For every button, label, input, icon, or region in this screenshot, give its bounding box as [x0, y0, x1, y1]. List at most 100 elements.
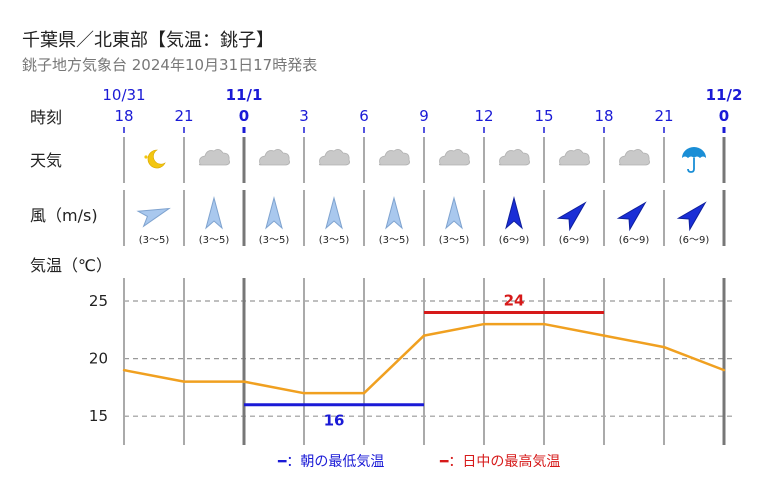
moon-icon-0 — [144, 149, 166, 169]
temperature-point-0 — [122, 368, 126, 372]
umbrella-canopy-9 — [682, 147, 706, 158]
hour-label-9: 21 — [654, 107, 673, 125]
wind-speed-label-9: (6〜9) — [679, 235, 710, 246]
hour-label-0: 18 — [114, 107, 133, 125]
weather-icons — [144, 147, 706, 173]
date-label-0: 10/31 — [102, 86, 145, 104]
hour-labels: 18 21 0 3 6 9 12 15 18 21 0 — [114, 107, 729, 133]
min-temp-label: 16 — [324, 412, 345, 430]
umbrella-handle-9 — [687, 158, 695, 173]
wind-arrow-shape-8 — [616, 201, 647, 232]
wind-arrows: (3〜5) (3〜5) (3〜5) (3〜5) (3〜5) (3〜5) (6〜9) (6〜9)… — [136, 196, 710, 246]
cloud-icon-3 — [318, 149, 350, 166]
cloud-shape-7 — [558, 149, 590, 166]
wind-arrow-4 — [385, 196, 403, 230]
row-label-wind: 風（m/s) — [30, 206, 98, 225]
temperature-point-5 — [422, 334, 426, 337]
y-tick-label-1: 20 — [89, 350, 108, 368]
temperature-point-7 — [542, 322, 546, 326]
star-0 — [144, 155, 148, 159]
hour-label-2: 0 — [239, 107, 249, 125]
cloud-icon-7 — [558, 149, 590, 166]
temperature-point-2 — [242, 380, 246, 383]
cloud-icon-8 — [618, 149, 650, 166]
cloud-shape-5 — [438, 149, 470, 166]
moon-shape-0 — [147, 149, 166, 169]
max-temp-label: 24 — [504, 292, 525, 310]
hour-label-10: 0 — [719, 107, 729, 125]
wind-arrow-5 — [445, 196, 463, 230]
wind-speed-label-1: (3〜5) — [199, 235, 230, 246]
wind-speed-label-5: (3〜5) — [439, 235, 470, 246]
cloud-icon-5 — [438, 149, 470, 166]
date-label-1: 11/1 — [226, 86, 263, 104]
row-label-weather: 天気 — [30, 151, 62, 170]
wind-arrow-shape-1 — [205, 196, 223, 230]
wind-speed-label-0: (3〜5) — [139, 235, 170, 246]
hour-label-1: 21 — [174, 107, 193, 125]
wind-arrow-0 — [136, 207, 171, 228]
wind-arrow-shape-0 — [136, 207, 171, 228]
cloud-shape-6 — [498, 149, 530, 166]
hour-label-8: 18 — [594, 107, 613, 125]
cloud-shape-2 — [258, 149, 290, 166]
date-labels: 10/31 11/1 11/2 — [102, 86, 742, 104]
wind-arrow-3 — [325, 196, 343, 230]
temperature-point-10 — [722, 368, 726, 372]
cloud-shape-4 — [378, 149, 410, 166]
wind-arrow-8 — [616, 201, 647, 232]
wind-arrow-shape-2 — [265, 196, 283, 230]
wind-speed-label-7: (6〜9) — [559, 235, 590, 246]
temperature-point-9 — [662, 345, 666, 349]
temp-grid — [123, 278, 736, 445]
hour-label-6: 12 — [474, 107, 493, 125]
y-tick-labels: 15 20 25 — [89, 292, 108, 425]
legend-max: ━：日中の最高気温 — [439, 453, 560, 470]
temperature-point-1 — [182, 380, 186, 383]
wind-speed-label-3: (3〜5) — [319, 235, 350, 246]
hour-label-5: 9 — [419, 107, 429, 125]
y-tick-label-0: 15 — [89, 407, 108, 425]
wind-arrow-shape-9 — [676, 201, 707, 232]
wind-speed-label-4: (3〜5) — [379, 235, 410, 246]
hour-label-4: 6 — [359, 107, 369, 125]
page-subtitle: 銚子地方気象台 2024年10月31日17時発表 — [22, 56, 318, 74]
wind-arrow-shape-4 — [385, 196, 403, 230]
row-separators — [123, 137, 726, 246]
wind-arrow-shape-3 — [325, 196, 343, 230]
wind-speed-label-8: (6〜9) — [619, 235, 650, 246]
wind-arrow-shape-6 — [505, 196, 523, 230]
cloud-icon-6 — [498, 149, 530, 166]
temperature-point-4 — [362, 391, 366, 395]
hour-label-3: 3 — [299, 107, 309, 125]
umbrella-icon-9 — [682, 147, 706, 173]
temperature-point-8 — [602, 334, 606, 337]
wind-arrow-shape-5 — [445, 196, 463, 230]
page-title: 千葉県／北東部【気温：銚子】 — [22, 30, 274, 51]
date-label-2: 11/2 — [706, 86, 743, 104]
temperature-point-6 — [482, 322, 486, 326]
temperature-point-3 — [302, 391, 306, 395]
wind-speed-label-6: (6〜9) — [499, 235, 530, 246]
cloud-shape-8 — [618, 149, 650, 166]
wind-arrow-7 — [556, 201, 587, 232]
row-label-temp: 気温（℃） — [30, 256, 112, 275]
wind-arrow-6 — [505, 196, 523, 230]
legend-min: ━：朝の最低気温 — [277, 454, 384, 470]
cloud-icon-1 — [198, 149, 230, 166]
y-tick-label-2: 25 — [89, 292, 108, 310]
wind-arrow-1 — [205, 196, 223, 230]
cloud-icon-4 — [378, 149, 410, 166]
wind-arrow-9 — [676, 201, 707, 232]
cloud-shape-3 — [318, 149, 350, 166]
hour-label-7: 15 — [534, 107, 553, 125]
cloud-shape-1 — [198, 149, 230, 166]
wind-arrow-2 — [265, 196, 283, 230]
wind-speed-label-2: (3〜5) — [259, 235, 290, 246]
row-label-time: 時刻 — [30, 108, 62, 127]
cloud-icon-2 — [258, 149, 290, 166]
temperature-line — [122, 322, 726, 395]
wind-arrow-shape-7 — [556, 201, 587, 232]
